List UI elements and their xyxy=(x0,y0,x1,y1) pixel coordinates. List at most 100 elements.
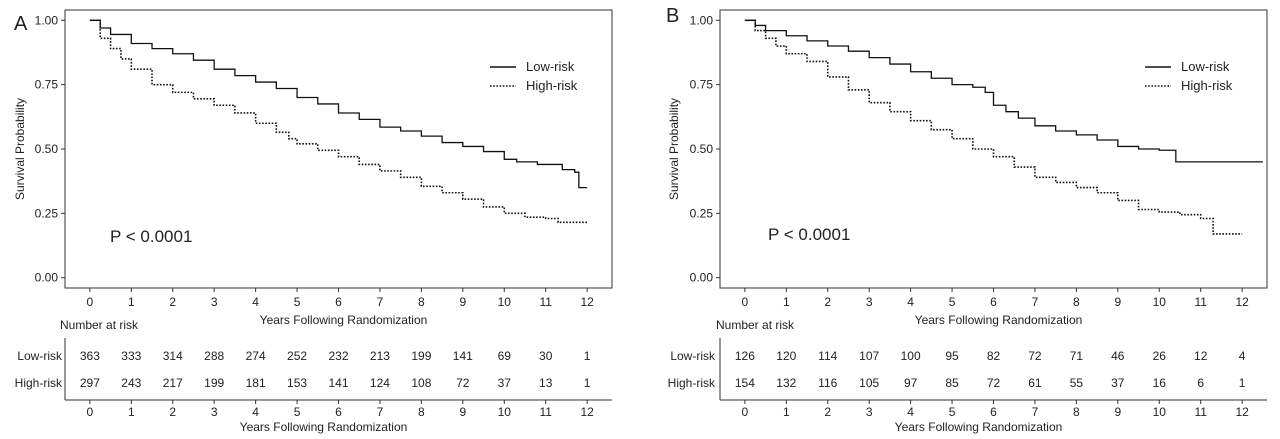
x-tick-label: 6 xyxy=(335,295,342,309)
risk-count: 16 xyxy=(1153,376,1167,390)
x-tick-label: 12 xyxy=(580,295,594,309)
risk-count: 71 xyxy=(1070,349,1084,363)
risk-count: 1 xyxy=(584,349,591,363)
risk-count: 72 xyxy=(987,376,1001,390)
risk-count: 199 xyxy=(204,376,224,390)
risk-count: 199 xyxy=(411,349,431,363)
risk-count: 213 xyxy=(370,349,390,363)
risk-count: 181 xyxy=(246,376,266,390)
risk-count: 274 xyxy=(246,349,266,363)
series-line-low-risk xyxy=(744,19,1263,163)
legend-label: Low-risk xyxy=(526,59,575,74)
x-tick-label: 2 xyxy=(824,295,831,309)
risk-count: 126 xyxy=(735,349,755,363)
risk-count: 232 xyxy=(328,349,348,363)
risk-count: 314 xyxy=(163,349,183,363)
risk-count: 1 xyxy=(584,376,591,390)
x-tick-label: 4 xyxy=(252,295,259,309)
legend-label: High-risk xyxy=(526,78,578,93)
risk-count: 37 xyxy=(1111,376,1125,390)
x-tick-label: 4 xyxy=(907,295,914,309)
panel-b: B0.000.250.500.751.000 1 2 3 4 5 6 7 8 9 10 11 12Sur… xyxy=(666,5,1268,434)
x-tick-label: 2 xyxy=(169,295,176,309)
x-tick-label: 1 xyxy=(128,295,135,309)
risk-table-x-tick-label: 7 xyxy=(377,405,384,419)
risk-count: 72 xyxy=(456,376,470,390)
plot-frame xyxy=(719,9,1268,289)
y-tick-label: 0.25 xyxy=(35,206,59,220)
risk-count: 116 xyxy=(818,376,837,390)
x-tick-label: 8 xyxy=(1073,295,1080,309)
risk-count: 105 xyxy=(859,376,879,390)
panel-label: B xyxy=(666,5,679,27)
risk-table-x-tick-label: 12 xyxy=(580,405,594,419)
x-tick-label: 8 xyxy=(418,295,425,309)
y-tick-label: 0.50 xyxy=(690,142,714,156)
y-axis-label: Survival Probability xyxy=(667,98,681,200)
risk-count: 132 xyxy=(776,376,796,390)
y-tick-label: 1.00 xyxy=(690,13,714,27)
y-tick-label: 0.50 xyxy=(35,142,59,156)
x-tick-label: 0 xyxy=(742,295,749,309)
plot-frame xyxy=(64,9,613,289)
x-tick-label: 1 xyxy=(783,295,790,309)
risk-count: 82 xyxy=(987,349,1001,363)
risk-count: 69 xyxy=(498,349,512,363)
y-tick-label: 0.00 xyxy=(35,271,59,285)
risk-table-x-tick-label: 4 xyxy=(252,405,259,419)
risk-table-x-tick-label: 9 xyxy=(459,405,466,419)
risk-table-x-tick-label: 0 xyxy=(742,405,749,419)
risk-table-x-tick-label: 5 xyxy=(949,405,956,419)
risk-table-x-tick-label: 1 xyxy=(128,405,135,419)
risk-count: 288 xyxy=(204,349,224,363)
risk-count: 154 xyxy=(735,376,755,390)
risk-count: 30 xyxy=(539,349,553,363)
risk-count: 13 xyxy=(539,376,553,390)
y-tick-label: 0.75 xyxy=(690,78,714,92)
x-tick-label: 3 xyxy=(211,295,218,309)
risk-count: 12 xyxy=(1194,349,1208,363)
risk-count: 217 xyxy=(163,376,183,390)
risk-count: 141 xyxy=(453,349,473,363)
x-tick-label: 9 xyxy=(1114,295,1121,309)
x-tick-label: 7 xyxy=(1032,295,1039,309)
risk-count: 37 xyxy=(498,376,512,390)
risk-table-x-tick-label: 6 xyxy=(335,405,342,419)
risk-count: 61 xyxy=(1028,376,1042,390)
x-tick-label: 11 xyxy=(1194,295,1207,309)
risk-table-x-tick-label: 4 xyxy=(907,405,914,419)
risk-count: 252 xyxy=(287,349,307,363)
risk-count: 6 xyxy=(1197,376,1204,390)
risk-count: 1 xyxy=(1239,376,1246,390)
risk-table-x-tick-label: 10 xyxy=(498,405,512,419)
x-tick-label: 11 xyxy=(539,295,552,309)
x-tick-label: 7 xyxy=(377,295,384,309)
risk-table-x-tick-label: 11 xyxy=(1194,405,1207,419)
x-tick-label: 3 xyxy=(866,295,873,309)
risk-count: 297 xyxy=(80,376,100,390)
risk-table-x-tick-label: 2 xyxy=(169,405,176,419)
risk-table-x-tick-label: 3 xyxy=(866,405,873,419)
risk-table-x-tick-label: 0 xyxy=(87,405,94,419)
risk-count: 55 xyxy=(1070,376,1084,390)
risk-count: 108 xyxy=(411,376,431,390)
x-tick-label: 10 xyxy=(498,295,512,309)
risk-table-x-tick-label: 9 xyxy=(1114,405,1121,419)
y-axis-label: Survival Probability xyxy=(13,98,27,200)
risk-table-x-tick-label: 3 xyxy=(211,405,218,419)
legend-label: Low-risk xyxy=(1181,59,1230,74)
series-line-low-risk xyxy=(89,19,588,189)
y-tick-label: 0.00 xyxy=(690,271,714,285)
risk-table-x-tick-label: 6 xyxy=(990,405,997,419)
risk-table-x-axis-label: Years Following Randomization xyxy=(240,420,408,434)
x-tick-label: 6 xyxy=(990,295,997,309)
x-tick-label: 5 xyxy=(949,295,956,309)
risk-count: 46 xyxy=(1111,349,1125,363)
x-tick-label: 5 xyxy=(294,295,301,309)
x-axis-label: Years Following Randomization xyxy=(260,313,428,327)
risk-count: 153 xyxy=(287,376,307,390)
p-value-annotation: P < 0.0001 xyxy=(768,225,850,244)
risk-table-x-tick-label: 2 xyxy=(824,405,831,419)
risk-table-title: Number at risk xyxy=(716,318,795,332)
